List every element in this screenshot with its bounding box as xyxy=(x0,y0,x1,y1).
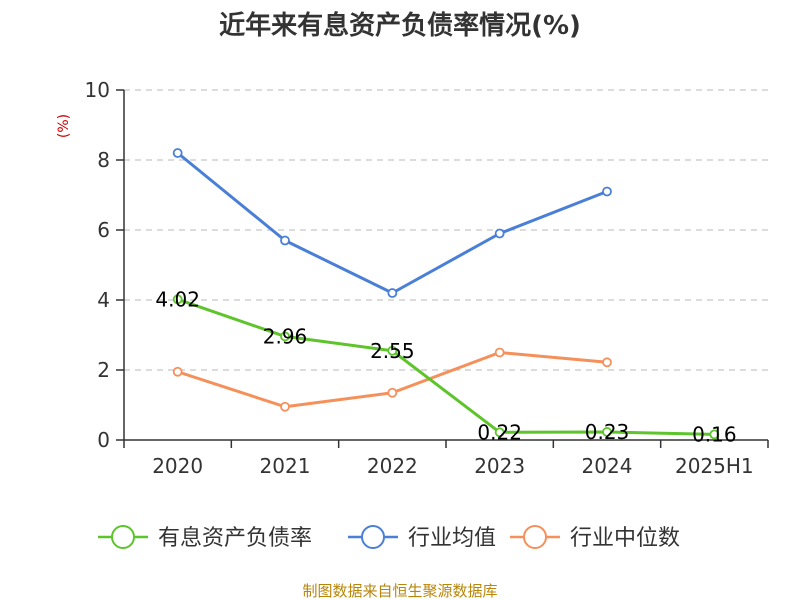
legend-item[interactable]: 有息资产负债率 xyxy=(98,525,312,551)
series-line xyxy=(177,297,715,436)
data-point xyxy=(709,429,720,440)
data-point xyxy=(387,288,398,298)
data-point xyxy=(602,427,612,437)
chart-title: 近年来有息资产负债率情况(%) xyxy=(219,10,581,41)
data-point xyxy=(387,387,398,398)
legend-marker xyxy=(523,525,547,549)
x-axis-ticks: 2020 2021 2022 2023 2024 2025H1 xyxy=(123,440,769,478)
y-tick-label: 10 xyxy=(85,78,110,102)
grid-lines xyxy=(124,89,768,371)
legend-label: 行业中位数 xyxy=(570,526,680,551)
series-line xyxy=(176,151,608,295)
data-point xyxy=(172,366,183,377)
data-point xyxy=(602,357,612,368)
x-tick-label: 2020 xyxy=(152,454,203,478)
legend-item[interactable]: 行业均值 xyxy=(348,525,496,551)
data-point xyxy=(172,294,183,305)
y-unit-label: (%) xyxy=(56,114,72,138)
data-label: 2.55 xyxy=(370,339,415,363)
x-tick-label: 2025H1 xyxy=(675,454,754,478)
data-label: 0.22 xyxy=(477,420,522,444)
data-point xyxy=(387,345,398,356)
data-point xyxy=(494,347,505,358)
axes xyxy=(123,90,768,441)
y-tick-label: 0 xyxy=(97,428,110,452)
y-tick-label: 2 xyxy=(97,358,110,382)
x-tick-label: 2023 xyxy=(474,454,525,478)
legend-item[interactable]: 行业中位数 xyxy=(510,525,680,551)
data-labels: 4.02 2.96 2.55 0.22 0.23 0.16 xyxy=(155,287,736,446)
x-tick-label: 2022 xyxy=(367,454,418,478)
source-note: 制图数据来自恒生聚源数据库 xyxy=(302,582,497,600)
data-point xyxy=(280,235,290,246)
data-label: 0.16 xyxy=(692,422,737,446)
data-point xyxy=(494,228,505,239)
x-tick-label: 2021 xyxy=(260,454,311,478)
legend-label: 行业均值 xyxy=(408,526,496,551)
data-point xyxy=(172,148,183,158)
y-tick-label: 6 xyxy=(97,218,110,242)
y-axis-ticks: 0 2 4 6 8 10 xyxy=(85,78,124,452)
data-point xyxy=(280,331,290,342)
data-point xyxy=(602,186,612,197)
x-tick-label: 2024 xyxy=(582,454,633,478)
data-point xyxy=(280,401,290,412)
series-group xyxy=(172,148,720,440)
data-label: 4.02 xyxy=(155,287,200,311)
legend-marker xyxy=(361,525,385,549)
y-tick-label: 8 xyxy=(97,148,110,172)
legend-label: 有息资产负债率 xyxy=(158,526,312,551)
legend-marker xyxy=(111,525,135,549)
y-tick-label: 4 xyxy=(97,288,110,312)
legend: 有息资产负债率 行业均值 行业中位数 xyxy=(98,525,680,551)
data-point xyxy=(494,427,505,438)
data-label: 0.23 xyxy=(585,420,630,444)
data-label: 2.96 xyxy=(263,324,308,348)
